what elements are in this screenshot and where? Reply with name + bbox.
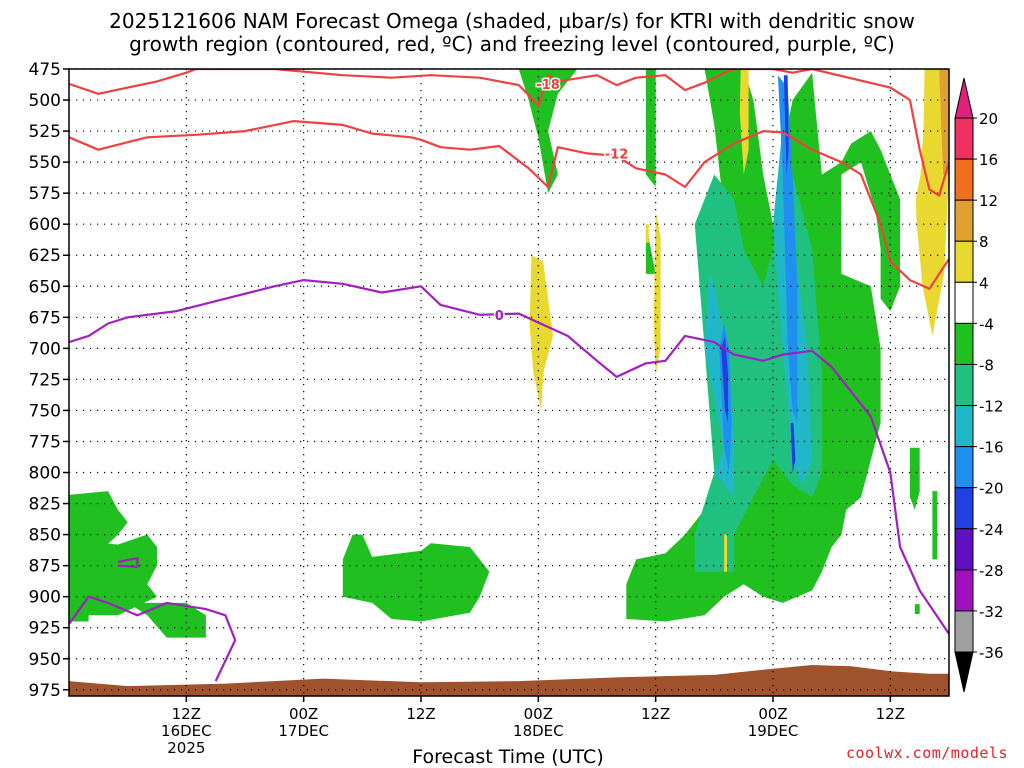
y-tick-label-775: 775 xyxy=(29,432,61,452)
colorbar-swatch-7 xyxy=(954,405,974,448)
contour-label-1: -12 xyxy=(605,147,629,162)
colorbar-label-5: -4 xyxy=(979,315,994,333)
colorbar-label-4: 4 xyxy=(979,274,989,292)
colorbar-swatch-2 xyxy=(954,199,974,242)
colorbar-label-6: -8 xyxy=(979,356,994,374)
colorbar-swatch-11 xyxy=(954,569,974,612)
y-tick-label-800: 800 xyxy=(29,464,61,484)
colorbar-label-0: 20 xyxy=(979,110,998,128)
colorbar-label-2: 12 xyxy=(979,192,998,210)
y-tick-label-650: 650 xyxy=(29,277,61,297)
colorbar-label-12: -32 xyxy=(979,603,1004,621)
x-tick-label-18-1: 17DEC xyxy=(278,722,329,740)
colorbar-label-9: -20 xyxy=(979,480,1004,498)
colorbar-top-arrow xyxy=(954,77,974,119)
y-tick-label-900: 900 xyxy=(29,588,61,608)
x-tick-label-18-0: 00Z xyxy=(289,705,318,723)
y-tick-label-600: 600 xyxy=(29,215,61,235)
contour-label-2: 0 xyxy=(495,309,504,324)
contour-line-0 xyxy=(69,69,949,197)
omega-shaded-region-5 xyxy=(645,69,656,187)
plot-frame xyxy=(68,68,950,697)
omega-shaded-region-15 xyxy=(790,422,796,473)
omega-shaded-region-1 xyxy=(69,534,157,616)
x-tick-label-42-0: 00Z xyxy=(524,705,553,723)
colorbar-swatch-9 xyxy=(954,487,974,530)
x-tick-label-42-1: 18DEC xyxy=(513,722,564,740)
colorbar-label-7: -12 xyxy=(979,398,1004,416)
y-tick-label-875: 875 xyxy=(29,557,61,577)
omega-shaded-region-22 xyxy=(739,69,749,175)
omega-shaded-region-20 xyxy=(653,211,661,374)
colorbar-label-11: -28 xyxy=(979,562,1004,580)
colorbar-swatch-10 xyxy=(954,528,974,571)
y-tick-label-500: 500 xyxy=(29,91,61,111)
x-tick-label-6-2: 2025 xyxy=(167,739,205,757)
omega-shaded-region-16 xyxy=(909,447,920,510)
y-tick-label-575: 575 xyxy=(29,184,61,204)
contour-label-0: -18 xyxy=(536,78,560,93)
terrain-fill xyxy=(69,665,949,696)
contour-line-4 xyxy=(117,557,139,569)
y-tick-label-950: 950 xyxy=(29,650,61,670)
colorbar-label-1: 16 xyxy=(979,151,998,169)
colorbar-swatch-6 xyxy=(954,363,974,407)
chart-title-line-1: 2025121606 NAM Forecast Omega (shaded, µ… xyxy=(109,9,915,33)
omega-shaded-region-25 xyxy=(939,69,949,175)
colorbar-swatch-1 xyxy=(954,158,974,201)
chart-title-line-2: growth region (contoured, red, ºC) and f… xyxy=(129,32,895,56)
x-tick-label-66-1: 19DEC xyxy=(748,722,799,740)
contour-line-1 xyxy=(69,119,949,290)
y-tick-label-675: 675 xyxy=(29,308,61,328)
y-tick-label-975: 975 xyxy=(29,681,61,701)
omega-shaded-region-24 xyxy=(724,534,727,572)
colorbar-label-13: -36 xyxy=(979,644,1004,662)
x-tick-label-30-0: 12Z xyxy=(406,705,435,723)
colorbar-label-10: -24 xyxy=(979,521,1004,539)
contour-line-2 xyxy=(69,279,949,635)
contour-line-3 xyxy=(69,595,237,682)
y-tick-label-850: 850 xyxy=(29,526,61,546)
y-tick-label-825: 825 xyxy=(29,495,61,515)
x-tick-label-6-1: 16DEC xyxy=(161,722,212,740)
x-tick-label-66-0: 00Z xyxy=(758,705,787,723)
y-tick-label-700: 700 xyxy=(29,339,61,359)
colorbar-swatch-4 xyxy=(954,281,974,324)
colorbar-swatch-8 xyxy=(954,446,974,489)
colorbar-swatch-5 xyxy=(954,322,974,365)
omega-shaded-region-18 xyxy=(914,604,920,615)
x-tick-label-78-0: 12Z xyxy=(876,705,905,723)
y-tick-label-475: 475 xyxy=(29,60,61,80)
colorbar-label-8: -16 xyxy=(979,439,1004,457)
site-credit: coolwx.com/models xyxy=(845,744,1008,762)
omega-shaded-region-13 xyxy=(721,335,728,423)
colorbar-swatch-0 xyxy=(954,117,974,160)
omega-shaded-region-6 xyxy=(645,224,656,274)
omega-shaded-region-19 xyxy=(529,255,553,411)
omega-shaded-region-14 xyxy=(783,75,789,175)
x-tick-label-6-0: 12Z xyxy=(172,705,201,723)
y-tick-label-525: 525 xyxy=(29,122,61,142)
colorbar-swatch-12 xyxy=(954,610,974,653)
omega-shaded-region-23 xyxy=(915,69,949,336)
y-tick-label-725: 725 xyxy=(29,370,61,390)
colorbar-swatch-3 xyxy=(954,240,974,283)
y-tick-label-925: 925 xyxy=(29,619,61,639)
omega-shaded-region-21 xyxy=(645,224,649,243)
colorbar-bottom-arrow xyxy=(954,651,974,693)
y-tick-label-750: 750 xyxy=(29,401,61,421)
colorbar-label-3: 8 xyxy=(979,233,989,251)
omega-shaded-region-3 xyxy=(342,534,490,622)
y-tick-label-550: 550 xyxy=(29,153,61,173)
omega-shaded-region-17 xyxy=(932,491,938,560)
y-tick-label-625: 625 xyxy=(29,246,61,266)
x-tick-label-54-0: 12Z xyxy=(641,705,670,723)
x-axis-title: Forecast Time (UTC) xyxy=(412,746,604,768)
omega-shaded-region-11 xyxy=(777,75,798,423)
